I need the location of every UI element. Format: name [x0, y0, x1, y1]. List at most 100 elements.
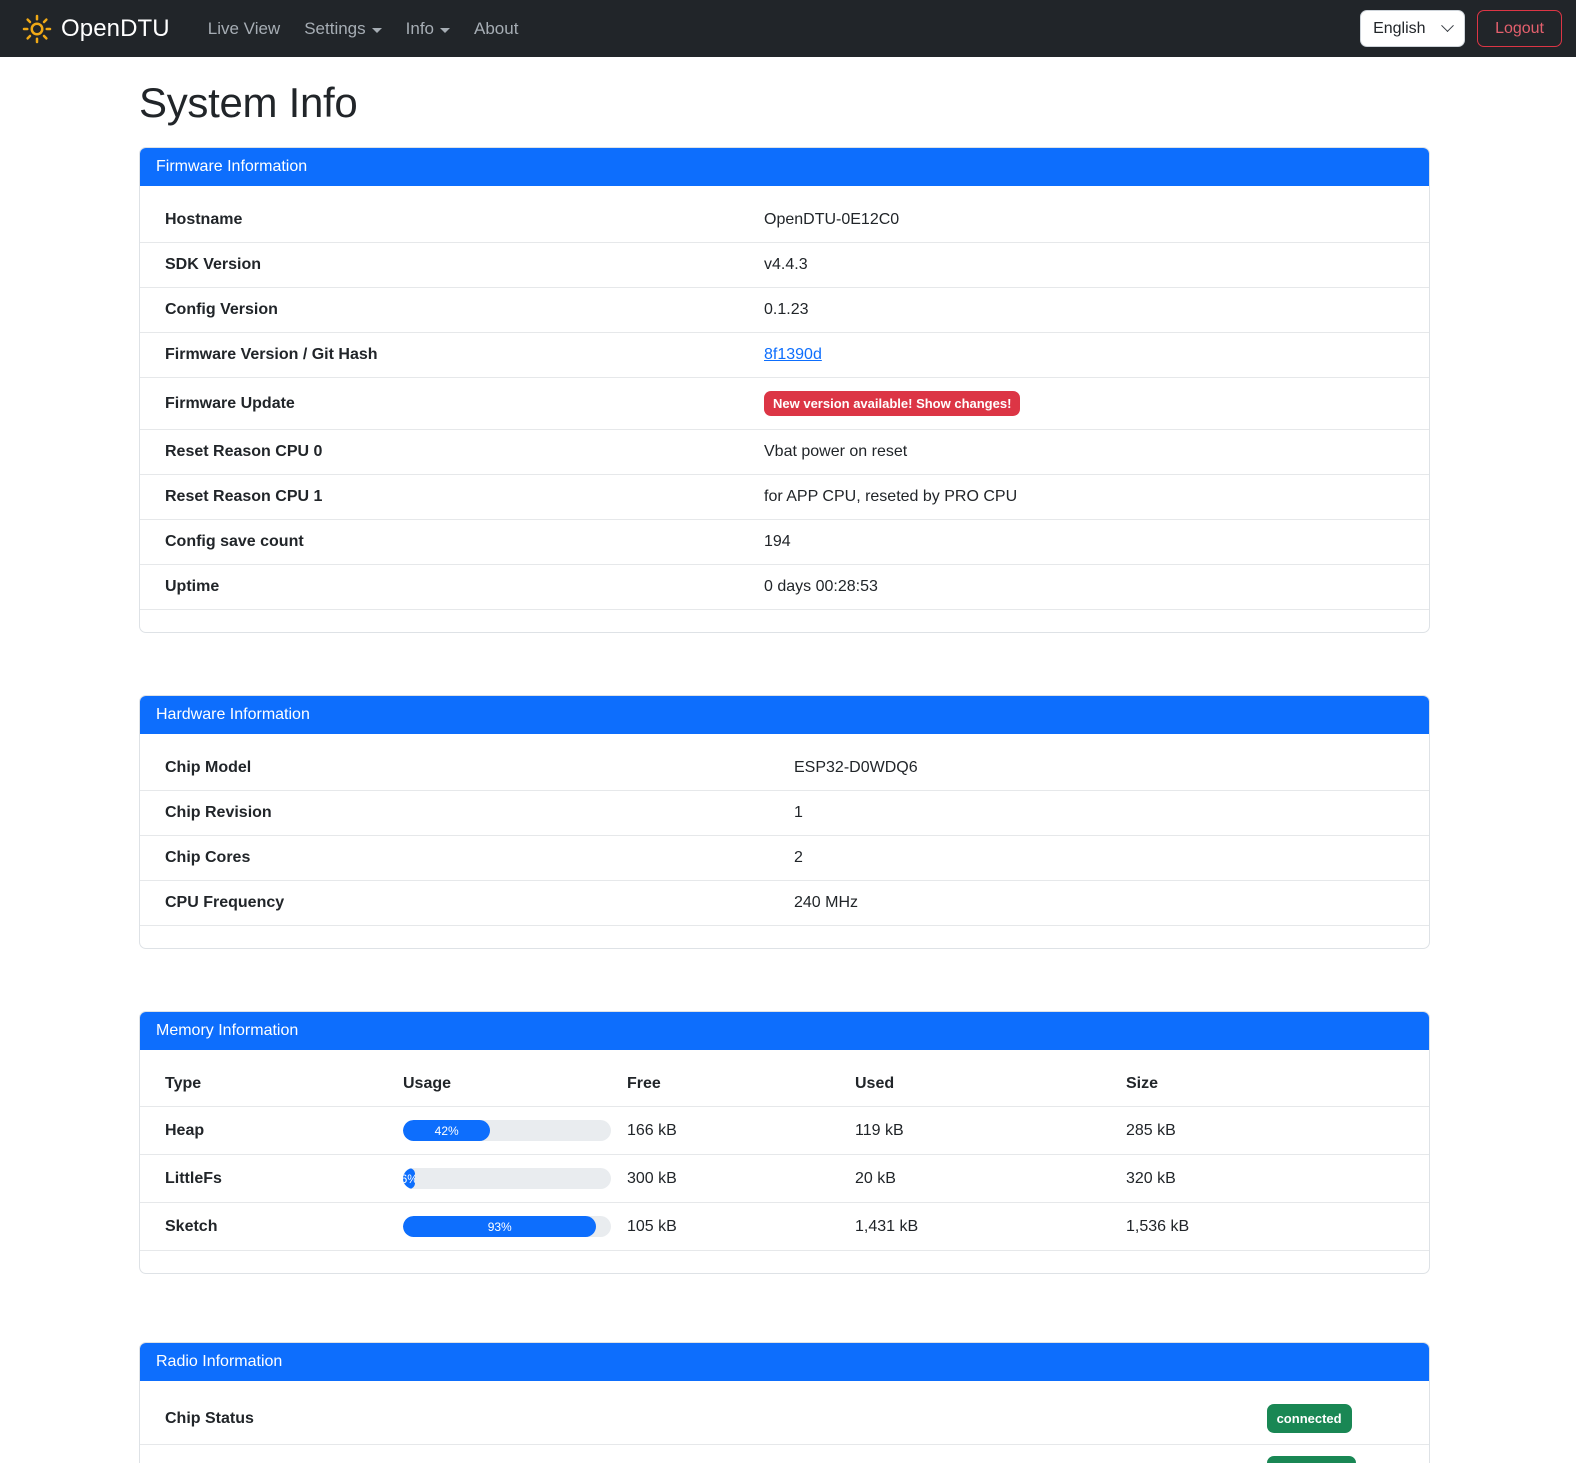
memory-information-card: Memory Information Type Usage Free Used …: [139, 1011, 1430, 1274]
column-header-free: Free: [619, 1062, 847, 1107]
cell-type: Heap: [140, 1106, 395, 1155]
row-label: Chip Cores: [140, 835, 786, 881]
navbar-actions: English Logout: [1360, 0, 1562, 57]
row-label: Chip Model: [140, 746, 786, 791]
cell-free: 300 kB: [619, 1154, 847, 1203]
brand-logo[interactable]: OpenDTU: [14, 14, 170, 44]
row-label: Config save count: [140, 519, 756, 565]
card-header: Firmware Information: [140, 148, 1429, 186]
git-hash-link[interactable]: 8f1390d: [764, 346, 822, 363]
cell-free: 105 kB: [619, 1202, 847, 1251]
memory-table: Type Usage Free Used Size Heap 42%: [140, 1062, 1429, 1251]
table-row: Firmware Version / Git Hash 8f1390d: [140, 332, 1429, 378]
logout-button[interactable]: Logout: [1477, 10, 1562, 47]
table-row: Uptime 0 days 00:28:53: [140, 564, 1429, 610]
table-row: Reset Reason CPU 1 for APP CPU, reseted …: [140, 474, 1429, 520]
row-label: Chip Revision: [140, 790, 786, 836]
radio-table: Chip Status connected Chip Type nRF24L01…: [140, 1393, 1429, 1463]
nav-item-info[interactable]: Info: [394, 11, 462, 47]
row-label: SDK Version: [140, 242, 756, 288]
row-value: nRF24L01+: [1258, 1444, 1429, 1463]
firmware-table: Hostname OpenDTU-0E12C0 SDK Version v4.4…: [140, 198, 1429, 610]
usage-progress-bar: 6%: [403, 1168, 611, 1189]
page-title: System Info: [139, 79, 358, 126]
table-row: Chip Type nRF24L01+: [140, 1444, 1429, 1463]
section-gap: [0, 949, 1576, 1011]
card-body: Hostname OpenDTU-0E12C0 SDK Version v4.4…: [140, 186, 1429, 632]
row-value: New version available! Show changes!: [756, 377, 1429, 430]
firmware-information-card: Firmware Information Hostname OpenDTU-0E…: [139, 147, 1430, 633]
nav-item-live-view[interactable]: Live View: [196, 11, 292, 47]
nav-item-about[interactable]: About: [462, 11, 530, 47]
usage-progress-fill: 42%: [403, 1120, 491, 1141]
row-label: CPU Frequency: [140, 880, 786, 926]
table-row: Sketch 93% 105 kB 1,431 kB 1,536 kB: [140, 1202, 1429, 1251]
cell-size: 1,536 kB: [1118, 1202, 1429, 1251]
brand-name: OpenDTU: [61, 14, 170, 42]
cell-free: 166 kB: [619, 1106, 847, 1155]
row-label: Uptime: [140, 564, 756, 610]
row-label: Chip Type: [140, 1444, 1259, 1463]
table-row: Chip Cores 2: [140, 835, 1429, 881]
column-header-used: Used: [847, 1062, 1118, 1107]
table-row: Hostname OpenDTU-0E12C0: [140, 198, 1429, 243]
row-value: v4.4.3: [756, 242, 1429, 288]
card-header: Hardware Information: [140, 696, 1429, 734]
usage-progress-label: 42%: [434, 1123, 459, 1138]
chip-type-badge: nRF24L01+: [1266, 1456, 1357, 1463]
nav-item-settings[interactable]: Settings: [292, 11, 393, 47]
table-body: Heap 42% 166 kB 119 kB 285 kB: [140, 1106, 1429, 1251]
row-value: 8f1390d: [756, 332, 1429, 378]
language-select-value: English: [1373, 19, 1426, 37]
row-value: ESP32-D0WDQ6: [786, 746, 1429, 791]
nav-item-label: Info: [405, 18, 434, 38]
chevron-down-icon: [440, 28, 450, 33]
row-value: connected: [1258, 1393, 1429, 1445]
row-value: 240 MHz: [786, 880, 1429, 926]
column-header-size: Size: [1118, 1062, 1429, 1107]
usage-progress-bar: 42%: [403, 1120, 611, 1141]
sun-icon: [22, 14, 52, 44]
column-header-usage: Usage: [395, 1062, 619, 1107]
row-label: Firmware Version / Git Hash: [140, 332, 756, 378]
cell-usage: 6%: [395, 1154, 619, 1203]
table-row: Config Version 0.1.23: [140, 287, 1429, 333]
table-row: SDK Version v4.4.3: [140, 242, 1429, 288]
cell-usage: 93%: [395, 1202, 619, 1251]
nav-item-label: Live View: [207, 18, 281, 38]
table-row: Chip Status connected: [140, 1393, 1429, 1445]
row-label: Reset Reason CPU 1: [140, 474, 756, 520]
chevron-down-icon: [1441, 19, 1454, 33]
table-row: Heap 42% 166 kB 119 kB 285 kB: [140, 1106, 1429, 1155]
table-row: Firmware Update New version available! S…: [140, 377, 1429, 430]
chip-status-badge: connected: [1266, 1404, 1352, 1433]
usage-progress-fill: 6%: [403, 1168, 416, 1189]
cell-used: 1,431 kB: [847, 1202, 1118, 1251]
column-header-type: Type: [140, 1062, 395, 1107]
card-body: Type Usage Free Used Size Heap 42%: [140, 1050, 1429, 1273]
top-navbar: OpenDTU Live View Settings Info About En…: [0, 0, 1576, 57]
table-header-row: Type Usage Free Used Size: [140, 1062, 1429, 1107]
row-value: 1: [786, 790, 1429, 836]
section-gap: [0, 1274, 1576, 1342]
table-head: Type Usage Free Used Size: [140, 1062, 1429, 1107]
table-row: Config save count 194: [140, 519, 1429, 565]
cell-type: LittleFs: [140, 1154, 395, 1203]
cell-used: 119 kB: [847, 1106, 1118, 1155]
row-label: Reset Reason CPU 0: [140, 429, 756, 475]
section-gap: [0, 633, 1576, 695]
cell-size: 320 kB: [1118, 1154, 1429, 1203]
row-label: Chip Status: [140, 1393, 1259, 1445]
row-value: for APP CPU, reseted by PRO CPU: [756, 474, 1429, 520]
firmware-update-badge[interactable]: New version available! Show changes!: [764, 391, 1021, 416]
language-select[interactable]: English: [1360, 10, 1466, 47]
row-value: 194: [756, 519, 1429, 565]
card-body: Chip Model ESP32-D0WDQ6 Chip Revision 1 …: [140, 734, 1429, 948]
card-header: Memory Information: [140, 1012, 1429, 1050]
table-row: LittleFs 6% 300 kB 20 kB 320 kB: [140, 1154, 1429, 1203]
card-header: Radio Information: [140, 1343, 1429, 1381]
cell-type: Sketch: [140, 1202, 395, 1251]
table-row: Reset Reason CPU 0 Vbat power on reset: [140, 429, 1429, 475]
usage-progress-bar: 93%: [403, 1216, 611, 1237]
page-content: System Info Firmware Information Hostnam…: [0, 79, 1576, 1463]
